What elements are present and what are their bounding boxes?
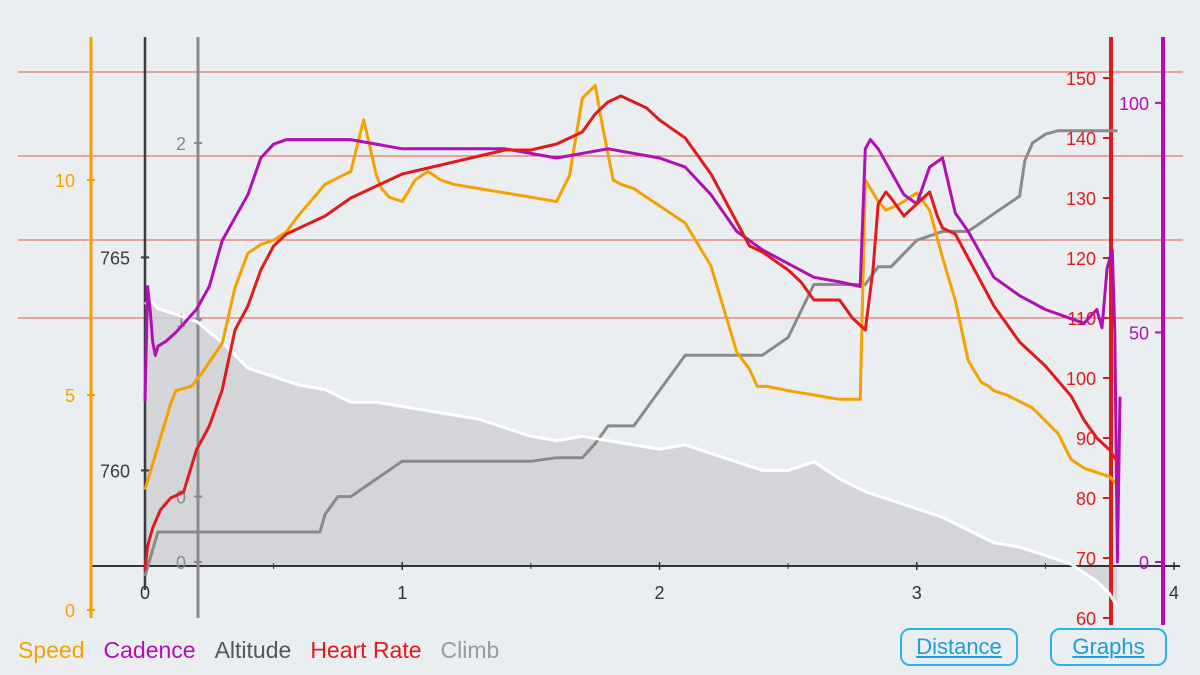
- x-tick-label: 1: [397, 583, 407, 603]
- heart-rate-tick-label: 60: [1076, 609, 1096, 625]
- altitude-tick-label: 760: [100, 461, 130, 481]
- heart-rate-tick-label: 130: [1066, 189, 1096, 209]
- chart-legend: Speed Cadence Altitude Heart Rate Climb: [18, 637, 518, 664]
- heart-rate-series-line: [143, 94, 1119, 571]
- cadence-tick-label: 0: [1139, 553, 1149, 573]
- climb-tick-label: 2: [176, 134, 186, 154]
- legend-climb[interactable]: Climb: [440, 637, 500, 663]
- x-tick-label: 0: [140, 583, 150, 603]
- legend-heart-rate[interactable]: Heart Rate: [310, 637, 422, 663]
- distance-button[interactable]: Distance: [900, 628, 1018, 666]
- graphs-button[interactable]: Graphs: [1050, 628, 1167, 666]
- altitude-area: [145, 300, 1118, 607]
- x-tick-label: 2: [654, 583, 664, 603]
- heart-rate-tick-label: 110: [1067, 309, 1096, 329]
- heart-rate-tick-label: 90: [1076, 429, 1096, 449]
- altitude-tick-label: 765: [100, 248, 130, 268]
- speed-tick-label: 0: [65, 601, 75, 621]
- heart-rate-tick-label: 100: [1066, 369, 1096, 389]
- climb-tick-label: 1: [176, 311, 186, 331]
- cadence-series-line: [143, 138, 1122, 564]
- x-tick-label: 3: [912, 583, 922, 603]
- heart-rate-tick-label: 70: [1076, 549, 1096, 569]
- heart-rate-tick-label: 140: [1066, 129, 1096, 149]
- cadence-tick-label: 100: [1119, 94, 1149, 114]
- altitude-series-line: [144, 298, 1119, 608]
- speed-series-line: [143, 83, 1119, 491]
- heart-rate-tick-label: 150: [1066, 69, 1096, 89]
- legend-altitude[interactable]: Altitude: [214, 637, 292, 663]
- climb-tick-label: 0: [176, 488, 186, 508]
- climb-tick-label: 0: [176, 553, 186, 573]
- multi-metric-chart: 0 1 2 3 405107607650012607080901001101201301…: [18, 37, 1183, 625]
- cadence-tick-label: 50: [1129, 323, 1149, 343]
- heart-rate-tick-label: 80: [1076, 489, 1096, 509]
- legend-speed[interactable]: Speed: [18, 637, 85, 663]
- climb-series-line: [143, 129, 1118, 577]
- speed-tick-label: 10: [55, 171, 75, 191]
- speed-tick-label: 5: [65, 386, 75, 406]
- x-tick-label: 4: [1169, 583, 1179, 603]
- heart-rate-tick-label: 120: [1066, 249, 1096, 269]
- legend-cadence[interactable]: Cadence: [103, 637, 196, 663]
